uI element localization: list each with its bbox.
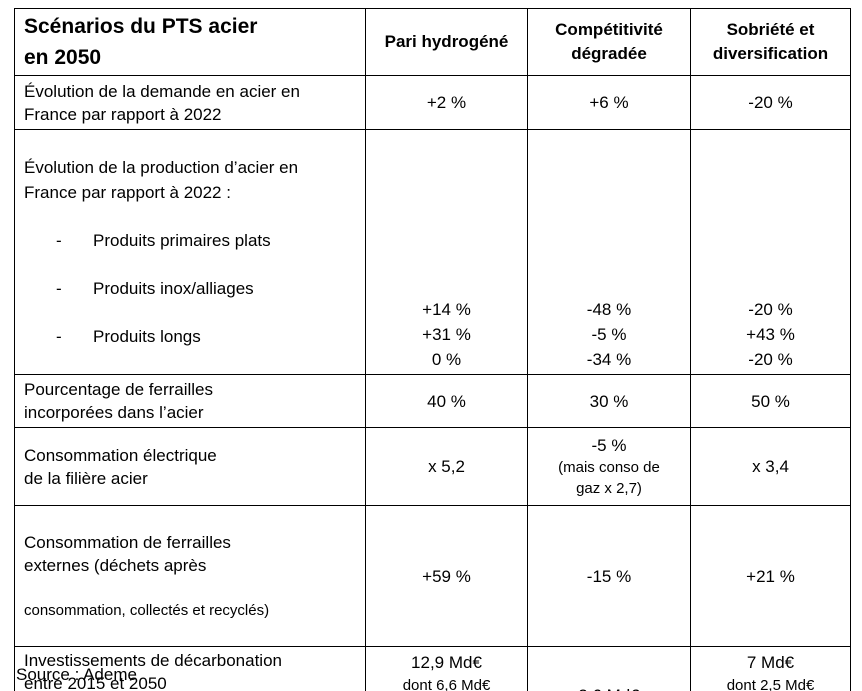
production-item-primaires-plats: - Produits primaires plats: [24, 228, 360, 253]
row-label-production: Évolution de la production d’acier en Fr…: [14, 129, 366, 375]
value-elec-pari: x 5,2: [365, 427, 528, 506]
value-elec-competitivite-main: -5 %: [591, 436, 627, 455]
row-production: Évolution de la production d’acier en Fr…: [14, 129, 851, 375]
ferrailles-externes-label-main: Consommation de ferrailles externes (déc…: [24, 533, 231, 575]
production-item-inox-alliages: - Produits inox/alliages: [24, 276, 360, 301]
production-item-label: Produits longs: [93, 327, 201, 346]
row-conso-electrique: Consommation électrique de la filière ac…: [14, 427, 851, 506]
table-title: Scénarios du PTS acier en 2050: [14, 8, 366, 76]
value-ferrinc-pari: 40 %: [365, 374, 528, 428]
values-production-competitivite: -48 % -5 % -34 %: [527, 129, 691, 375]
scenarios-table: Scénarios du PTS acier en 2050 Pari hydr…: [14, 8, 851, 691]
value-invest-sobriete-detail: dont 2,5 Md€ pour électrolyse H2: [726, 677, 815, 691]
list-dash: -: [56, 231, 62, 250]
value-elec-competitivite-note: (mais conso de gaz x 2,7): [558, 459, 660, 497]
value-invest-competitivite: 2,6 Md€: [527, 646, 691, 691]
value-ferrinc-sobriete: 50 %: [690, 374, 851, 428]
value-elec-sobriete: x 3,4: [690, 427, 851, 506]
value-elec-competitivite: -5 % (mais conso de gaz x 2,7): [527, 427, 691, 506]
value-invest-sobriete: 7 Md€ dont 2,5 Md€ pour électrolyse H2: [690, 646, 851, 691]
list-dash: -: [56, 279, 62, 298]
row-ferrailles-externes: Consommation de ferrailles externes (déc…: [14, 505, 851, 647]
value-inox-pari: +31 %: [422, 325, 471, 344]
header-row: Scénarios du PTS acier en 2050 Pari hydr…: [14, 8, 851, 76]
list-dash: -: [56, 327, 62, 346]
row-label-investissements: Investissements de décarbonation entre 2…: [14, 646, 366, 691]
value-ferrinc-competitivite: 30 %: [527, 374, 691, 428]
values-production-pari: +14 % +31 % 0 %: [365, 129, 528, 375]
table-container: Scénarios du PTS acier en 2050 Pari hydr…: [14, 8, 851, 691]
value-ferrext-sobriete: +21 %: [690, 505, 851, 647]
row-label-ferrailles-externes: Consommation de ferrailles externes (déc…: [14, 505, 366, 647]
row-ferrailles-incorporees: Pourcentage de ferrailles incorporées da…: [14, 374, 851, 428]
value-invest-sobriete-main: 7 Md€: [746, 653, 795, 672]
production-item-label: Produits primaires plats: [93, 231, 271, 250]
production-intro: Évolution de la production d’acier en Fr…: [24, 158, 299, 202]
value-demande-sobriete: -20 %: [690, 75, 851, 130]
value-demande-pari: +2 %: [365, 75, 528, 130]
row-label-conso-electrique: Consommation électrique de la filière ac…: [14, 427, 366, 506]
production-item-label: Produits inox/alliages: [93, 279, 254, 298]
row-label-ferrailles-incorporees: Pourcentage de ferrailles incorporées da…: [14, 374, 366, 428]
production-item-longs: - Produits longs: [24, 324, 360, 349]
value-longs-pari: 0 %: [431, 350, 462, 369]
ferrailles-externes-label-detail: consommation, collectés et recyclés): [24, 602, 270, 619]
value-inox-sobriete: +43 %: [746, 325, 795, 344]
value-primaires-competitivite: -48 %: [586, 300, 632, 319]
value-demande-competitivite: +6 %: [527, 75, 691, 130]
row-label-demande: Évolution de la demande en acier en Fran…: [14, 75, 366, 130]
source-caption: Source : Ademe: [16, 665, 137, 684]
column-header-pari-hydrogene: Pari hydrogéné: [365, 8, 528, 76]
value-ferrext-pari: +59 %: [365, 505, 528, 647]
value-longs-sobriete: -20 %: [748, 350, 793, 369]
value-inox-competitivite: -5 %: [591, 325, 627, 344]
value-primaires-sobriete: -20 %: [748, 300, 793, 319]
value-invest-pari-main: 12,9 Md€: [411, 653, 482, 672]
row-investissements: Investissements de décarbonation entre 2…: [14, 646, 851, 691]
row-demande: Évolution de la demande en acier en Fran…: [14, 75, 851, 130]
value-longs-competitivite: -34 %: [586, 350, 632, 369]
value-primaires-pari: +14 %: [422, 300, 471, 319]
value-ferrext-competitivite: -15 %: [527, 505, 691, 647]
column-header-sobriete-diversification: Sobriété et diversification: [690, 8, 851, 76]
value-invest-pari: 12,9 Md€ dont 6,6 Md€ pour électrolyse H…: [365, 646, 528, 691]
values-production-sobriete: -20 % +43 % -20 %: [690, 129, 851, 375]
value-invest-pari-detail: dont 6,6 Md€ pour électrolyse H2: [402, 677, 491, 691]
column-header-competitivite-degradee: Compétitivité dégradée: [527, 8, 691, 76]
